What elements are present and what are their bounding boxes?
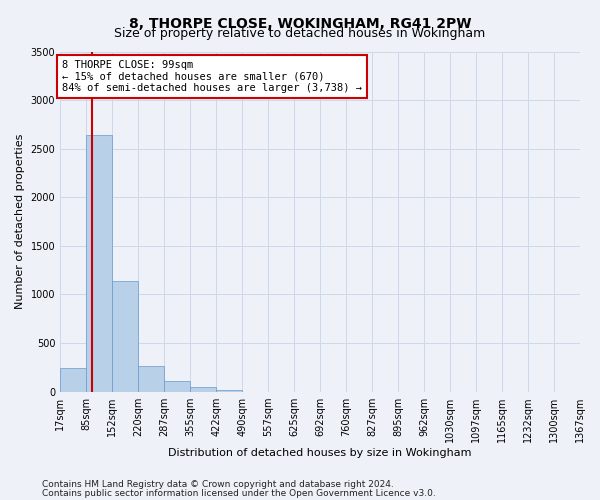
Y-axis label: Number of detached properties: Number of detached properties — [15, 134, 25, 309]
Text: Contains public sector information licensed under the Open Government Licence v3: Contains public sector information licen… — [42, 488, 436, 498]
Bar — [60, 368, 86, 392]
Text: Size of property relative to detached houses in Wokingham: Size of property relative to detached ho… — [115, 28, 485, 40]
Bar — [190, 386, 216, 392]
Text: 8, THORPE CLOSE, WOKINGHAM, RG41 2PW: 8, THORPE CLOSE, WOKINGHAM, RG41 2PW — [129, 18, 471, 32]
Bar — [164, 382, 190, 392]
Text: 8 THORPE CLOSE: 99sqm
← 15% of detached houses are smaller (670)
84% of semi-det: 8 THORPE CLOSE: 99sqm ← 15% of detached … — [62, 60, 362, 93]
Bar — [216, 390, 242, 392]
Bar — [112, 281, 138, 392]
Bar — [86, 135, 112, 392]
Bar — [138, 366, 164, 392]
X-axis label: Distribution of detached houses by size in Wokingham: Distribution of detached houses by size … — [169, 448, 472, 458]
Text: Contains HM Land Registry data © Crown copyright and database right 2024.: Contains HM Land Registry data © Crown c… — [42, 480, 394, 489]
